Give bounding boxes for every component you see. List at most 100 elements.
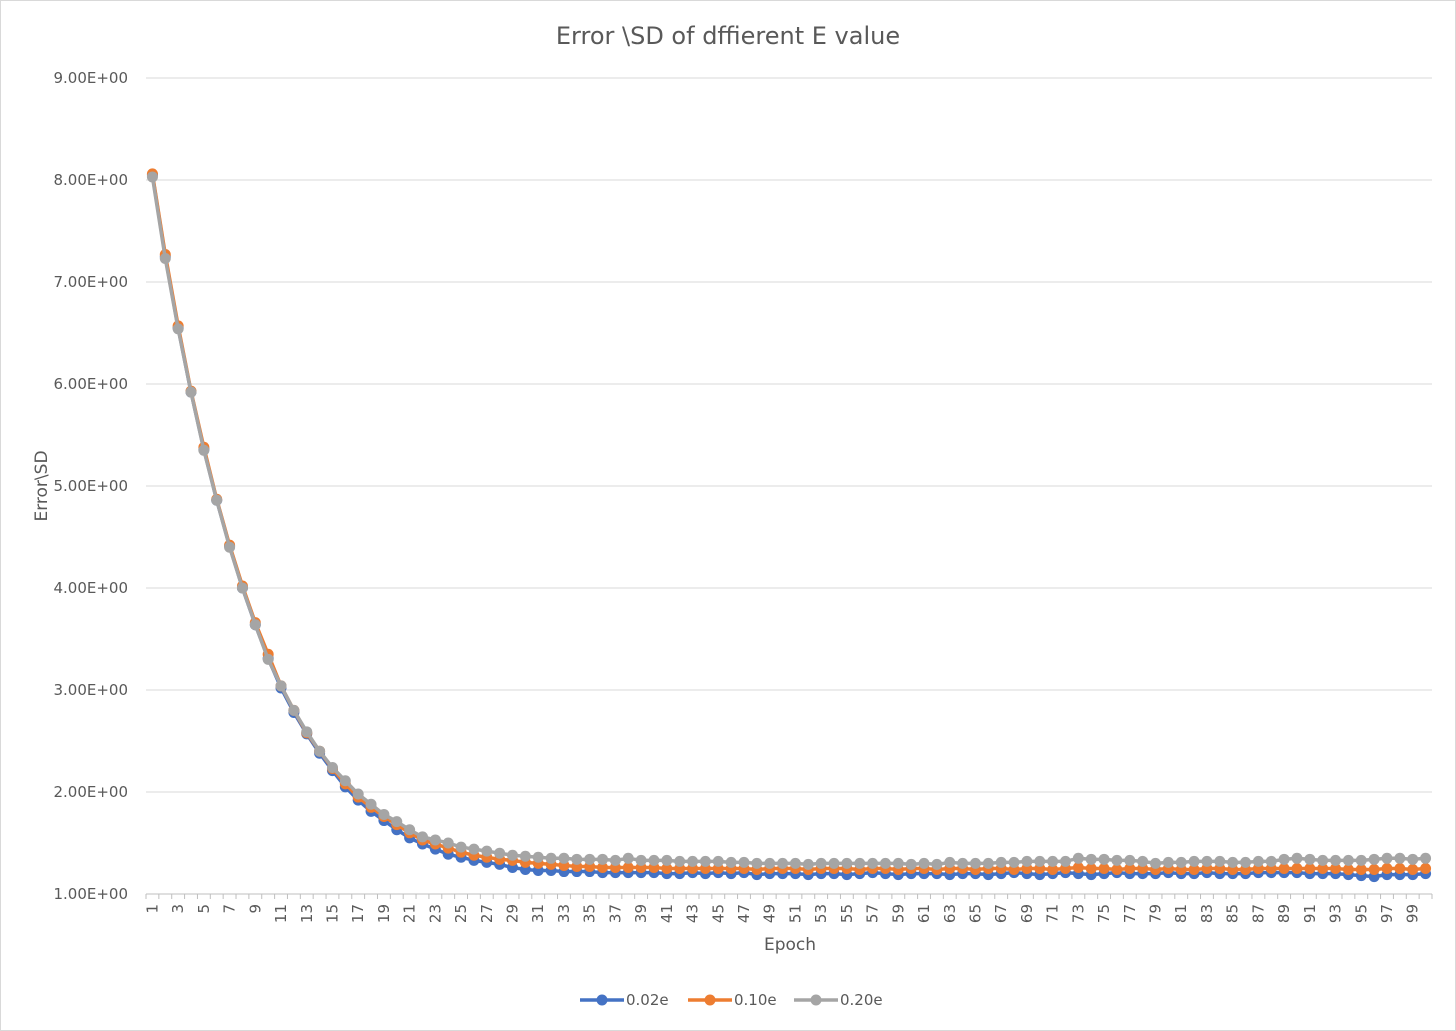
data-point: [1291, 852, 1303, 864]
data-point: [365, 798, 377, 810]
x-tick-label: 53: [812, 904, 830, 923]
legend-label: 0.02e: [626, 991, 669, 1009]
data-point: [1021, 855, 1033, 867]
data-point: [1304, 853, 1316, 865]
x-tick-label: 37: [606, 904, 624, 923]
data-point: [1252, 855, 1264, 867]
data-point: [892, 857, 904, 869]
data-point: [404, 824, 416, 836]
x-tick-label: 11: [272, 904, 290, 923]
data-point: [597, 853, 609, 865]
data-point: [378, 808, 390, 820]
data-point: [674, 855, 686, 867]
x-axis: [145, 893, 1433, 899]
data-point: [828, 857, 840, 869]
x-tick-label: 75: [1095, 904, 1113, 923]
data-point: [699, 855, 711, 867]
data-point: [931, 858, 943, 870]
data-point: [1355, 864, 1367, 876]
data-point: [751, 857, 763, 869]
data-point: [455, 841, 467, 853]
y-tick-label: 8.00E+00: [53, 171, 128, 189]
data-point: [687, 855, 699, 867]
x-tick-label: 79: [1147, 904, 1165, 923]
x-tick-label: 63: [941, 904, 959, 923]
data-point: [1342, 854, 1354, 866]
data-point: [622, 852, 634, 864]
series-0.20e: [146, 171, 1432, 870]
data-point: [995, 856, 1007, 868]
data-point: [391, 816, 403, 828]
x-tick-label: 87: [1249, 904, 1267, 923]
data-point: [481, 845, 493, 857]
data-point: [918, 857, 930, 869]
data-point: [1137, 855, 1149, 867]
data-point: [1085, 863, 1097, 874]
series-0.10e: [146, 168, 1432, 876]
x-tick-label: 83: [1198, 904, 1216, 923]
x-tick-label: 19: [375, 904, 393, 923]
data-point: [1085, 853, 1097, 865]
data-point: [1047, 855, 1059, 867]
data-point: [725, 856, 737, 868]
data-point: [1330, 863, 1342, 874]
data-point: [1201, 855, 1213, 867]
data-point: [288, 704, 300, 716]
x-tick-label: 59: [889, 904, 907, 923]
data-point: [571, 853, 583, 865]
x-tick-label: 91: [1301, 904, 1319, 923]
x-tick-label: 1: [143, 904, 161, 914]
data-point: [1304, 863, 1316, 874]
x-tick-label: 31: [529, 904, 547, 923]
data-point: [1317, 863, 1329, 874]
x-tick-label: 23: [426, 904, 444, 923]
data-point: [841, 857, 853, 869]
legend-swatch-marker: [704, 994, 716, 1006]
data-point: [1291, 863, 1303, 874]
data-point: [1124, 854, 1136, 866]
data-point: [558, 852, 570, 864]
data-point: [545, 852, 557, 864]
x-tick-label: 25: [452, 904, 470, 923]
x-tick-label: 57: [864, 904, 882, 923]
data-point: [1420, 863, 1432, 874]
x-tick-label: 77: [1121, 904, 1139, 923]
data-point: [1072, 861, 1084, 873]
data-point: [597, 861, 609, 873]
data-point: [442, 837, 454, 849]
y-tick-label: 3.00E+00: [53, 681, 128, 699]
series-line: [150, 173, 1426, 872]
data-point: [1214, 855, 1226, 867]
x-tick-label: 5: [195, 904, 213, 914]
y-tick-label: 4.00E+00: [53, 579, 128, 597]
data-point: [1342, 864, 1354, 876]
data-point: [738, 856, 750, 868]
data-point: [777, 857, 789, 869]
data-point: [1381, 852, 1393, 864]
data-point: [198, 444, 210, 456]
data-point: [429, 834, 441, 846]
x-tick-label: 65: [966, 904, 984, 923]
legend: 0.02e 0.10e 0.20e: [580, 991, 883, 1009]
data-point: [905, 858, 917, 870]
data-point: [854, 857, 866, 869]
data-point: [1420, 852, 1432, 864]
x-tick-label: 67: [992, 904, 1010, 923]
data-point: [519, 850, 531, 862]
data-point: [1317, 854, 1329, 866]
x-tick-label: 15: [323, 904, 341, 923]
data-point: [1111, 864, 1123, 876]
data-point: [1124, 863, 1136, 874]
x-tick-label: 97: [1378, 904, 1396, 923]
data-point: [957, 857, 969, 869]
legend-item: 0.02e: [580, 991, 669, 1009]
x-tick-label: 99: [1404, 904, 1422, 923]
data-point: [339, 775, 351, 787]
data-point: [969, 857, 981, 869]
x-tick-label: 61: [915, 904, 933, 923]
data-point: [1034, 855, 1046, 867]
data-point: [1394, 863, 1406, 874]
y-tick-label: 2.00E+00: [53, 783, 128, 801]
data-point: [352, 788, 364, 800]
data-point: [185, 386, 197, 398]
